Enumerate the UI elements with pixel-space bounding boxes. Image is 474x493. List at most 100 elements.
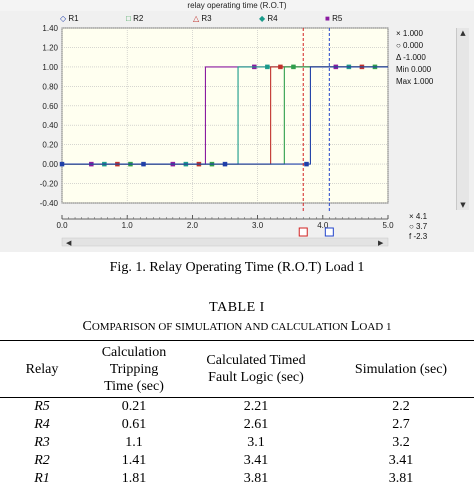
legend-item-r5[interactable]: ■ R5 (325, 12, 342, 26)
legend-marker-r3: △ (193, 14, 200, 23)
header-simulation: Simulation (sec) (328, 361, 474, 378)
cell-r1-calc: 1.81 (121, 471, 147, 486)
x-tick-label: 0.0 (56, 221, 68, 230)
y-tick-label: 1.00 (42, 63, 58, 72)
cell-r3-timed: 3.1 (247, 435, 265, 450)
legend-marker-r2: □ (126, 14, 131, 23)
cell-r1-timed: 3.81 (243, 471, 269, 486)
legend-marker-r5: ■ (325, 14, 330, 23)
cursor-delta-value: Δ -1.000 (396, 53, 426, 62)
scope-window: relay operating time (R.O.T) ◇ R1 □ R2 △… (0, 0, 474, 252)
series-marker-r1 (59, 161, 65, 167)
legend-item-r4[interactable]: ◆ R4 (259, 12, 278, 26)
y-tick-label: 0.00 (42, 160, 58, 169)
x-tick-label: 1.0 (122, 221, 134, 230)
legend-marker-r4: ◆ (259, 14, 266, 23)
series-marker-r1 (222, 161, 228, 167)
y-tick-label: -0.40 (40, 199, 59, 208)
legend-marker-r1: ◇ (60, 14, 67, 23)
x-tick-label: 4.0 (317, 221, 329, 230)
table-subtitle-part-1: C (82, 319, 92, 334)
cell-r3-sim: 3.2 (392, 435, 410, 450)
header-timed-line-1: Calculated Timed (206, 353, 306, 368)
cell-r5-relay: R5 (34, 399, 50, 414)
cursor-handle-2 (324, 227, 334, 237)
series-marker-r3 (278, 64, 283, 70)
horizontal-scrollbar (61, 237, 389, 247)
table-subtitle: COMPARISON OF SIMULATION AND CALCULATION… (0, 319, 474, 335)
x-tick-label: 2.0 (187, 221, 199, 230)
cell-r4-relay: R4 (34, 417, 50, 432)
cell-r2-sim: 3.41 (388, 453, 414, 468)
cell-r3-relay: R3 (34, 435, 50, 450)
series-marker-r1 (304, 161, 309, 167)
legend-item-r3[interactable]: △ R3 (193, 12, 212, 26)
cell-r4-calc: 0.61 (121, 417, 147, 432)
legend-label-r1: R1 (68, 14, 79, 23)
max-value: Max 1.000 (396, 77, 434, 86)
scroll-down-icon[interactable]: ▼ (460, 201, 466, 209)
y-tick-label: -0.20 (40, 180, 59, 189)
y-tick-label: 0.60 (42, 102, 58, 111)
x-cursor-frequency: f -2.3 (409, 232, 428, 241)
x-cursor-2-value: ○ 3.7 (409, 222, 428, 231)
cell-r5-sim: 2.2 (392, 399, 410, 414)
header-timed-line-2: Fault Logic (sec) (208, 370, 304, 385)
table-subtitle-part-4: OAD 1 (359, 321, 392, 333)
series-marker-r2 (291, 64, 296, 70)
cell-r5-calc: 0.21 (121, 399, 147, 414)
y-tick-label: 0.80 (42, 82, 58, 91)
table-subtitle-part-2: OMPARISON OF SIMULATION AND CALCULATION (91, 321, 351, 333)
cell-r3-calc: 1.1 (125, 435, 143, 450)
header-calc-line-1: Calculation (101, 345, 167, 360)
x-cursor-readout: × 4.1 ○ 3.7 f -2.3 (409, 212, 469, 242)
figure-caption: Fig. 1. Relay Operating Time (R.O.T) Loa… (109, 260, 365, 275)
cursor-value-panel: × 1.000 ○ 0.000 Δ -1.000 Min 0.000 Max 1… (396, 28, 468, 88)
scroll-left-icon: ◀ (66, 239, 72, 247)
series-marker-r4 (265, 64, 270, 70)
header-simulation-line: Simulation (sec) (354, 362, 448, 377)
header-calculated-timed-fault-logic: Calculated Timed Fault Logic (sec) (184, 352, 328, 386)
table-title: TABLE I (209, 300, 265, 315)
series-marker-r1 (141, 161, 146, 167)
y-tick-label: 1.40 (42, 24, 58, 33)
x-tick-label: 3.0 (252, 221, 264, 230)
y-tick-label: 0.40 (42, 121, 58, 130)
cell-r4-timed: 2.61 (243, 417, 269, 432)
cell-r1-sim: 3.81 (388, 471, 414, 486)
legend-item-r1[interactable]: ◇ R1 (60, 12, 79, 26)
header-calculation-tripping-time: Calculation Tripping Time (sec) (84, 344, 184, 395)
table-subtitle-part-3: L (350, 319, 360, 334)
y-tick-label: 0.20 (42, 141, 58, 150)
header-calc-line-2: Tripping (109, 362, 159, 377)
legend-label-r3: R3 (201, 14, 212, 23)
x-tick-label: 5.0 (382, 221, 394, 230)
x-cursor-1-value: × 4.1 (409, 212, 428, 221)
legend-bar: ◇ R1 □ R2 △ R3 ◆ R4 ■ R5 (0, 12, 474, 26)
scroll-up-icon[interactable]: ▲ (460, 29, 466, 37)
cell-r5-timed: 2.21 (243, 399, 269, 414)
series-line-r1 (62, 66, 388, 165)
y-tick-label: 1.20 (42, 43, 58, 52)
scroll-right-icon: ▶ (378, 239, 384, 247)
legend-label-r2: R2 (133, 14, 144, 23)
cell-r4-sim: 2.7 (392, 417, 410, 432)
header-relay: Relay (0, 361, 84, 378)
header-calc-line-3: Time (sec) (104, 379, 164, 394)
cell-r2-relay: R2 (34, 453, 50, 468)
relay-operating-time-plot: 1.40 1.20 1.00 0.80 0.60 0.40 0.20 0.00 -0.20 -0.… (39, 24, 395, 247)
legend-label-r5: R5 (332, 14, 343, 23)
cursor-y-value: × 1.000 (396, 29, 423, 38)
plot-area (61, 27, 389, 204)
legend-label-r4: R4 (267, 14, 278, 23)
cell-r1-relay: R1 (34, 471, 50, 486)
vertical-scrollbar[interactable]: ▲ ▼ (456, 28, 469, 210)
cell-r2-calc: 1.41 (121, 453, 147, 468)
cursor-o-value: ○ 0.000 (396, 41, 424, 50)
scope-title: relay operating time (R.O.T) (0, 0, 474, 11)
table-top-rule (0, 340, 474, 341)
legend-item-r2[interactable]: □ R2 (126, 12, 143, 26)
table-header-rule (0, 397, 474, 398)
min-value: Min 0.000 (396, 65, 432, 74)
cell-r2-timed: 3.41 (243, 453, 269, 468)
